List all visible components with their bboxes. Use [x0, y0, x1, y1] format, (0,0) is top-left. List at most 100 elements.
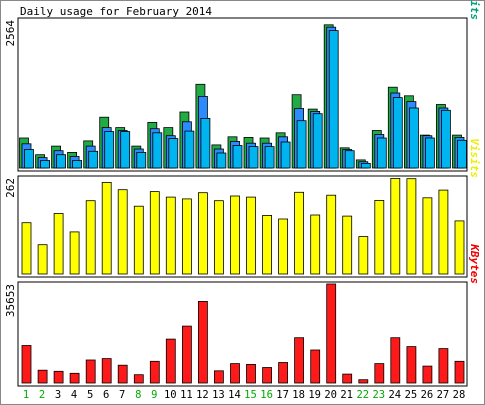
day-label-25: 25 [405, 389, 418, 401]
bar-visits-day-13 [213, 200, 224, 275]
legend-kbytes: KBytes [468, 243, 481, 284]
legend-item-hits: Hits [468, 0, 481, 20]
bar-kbytes-day-24 [390, 337, 401, 384]
bar-visits-day-12 [197, 192, 208, 275]
bar-pages-day-8 [136, 151, 147, 169]
bar-kbytes-day-12 [197, 300, 208, 384]
bar-pages-day-22 [360, 162, 371, 169]
day-label-13: 13 [212, 389, 225, 401]
day-label-8: 8 [135, 389, 141, 401]
series-visits [21, 177, 465, 275]
bar-visits-day-18 [294, 191, 305, 275]
day-label-22: 22 [356, 389, 369, 401]
bar-pages-day-4 [72, 160, 82, 169]
day-label-7: 7 [119, 389, 125, 401]
bar-kbytes-day-18 [294, 337, 305, 384]
day-label-18: 18 [292, 389, 305, 401]
bar-visits-day-16 [262, 214, 273, 275]
bar-kbytes-day-9 [149, 360, 160, 384]
bar-pages-day-2 [40, 160, 50, 169]
day-label-3: 3 [55, 389, 61, 401]
bar-kbytes-day-1 [21, 345, 32, 384]
day-label-17: 17 [276, 389, 289, 401]
bar-visits-day-2 [37, 244, 48, 275]
bar-visits-day-21 [342, 215, 353, 275]
bar-visits-day-1 [21, 222, 32, 275]
day-label-24: 24 [388, 389, 401, 401]
ymax-label-visits: 262 [4, 178, 17, 198]
day-label-4: 4 [71, 389, 77, 401]
bar-kbytes-day-25 [406, 346, 417, 384]
bar-visits-day-9 [149, 191, 160, 275]
bar-visits-day-4 [69, 231, 80, 275]
day-label-23: 23 [372, 389, 385, 401]
bar-kbytes-day-22 [358, 379, 369, 384]
day-label-26: 26 [421, 389, 434, 401]
bar-kbytes-day-26 [422, 365, 433, 384]
bar-kbytes-day-3 [53, 370, 64, 384]
day-label-12: 12 [196, 389, 209, 401]
bar-kbytes-day-17 [278, 362, 289, 384]
legend-item-visits: Visits [468, 138, 481, 178]
day-label-28: 28 [453, 389, 466, 401]
day-label-16: 16 [260, 389, 273, 401]
bar-pages-day-7 [120, 131, 131, 169]
legend-visits: Visits [468, 138, 481, 178]
ymax-label-kbytes: 35653 [4, 284, 17, 317]
bar-visits-day-28 [454, 220, 465, 275]
bar-kbytes-day-6 [101, 358, 112, 384]
bar-visits-day-27 [438, 189, 449, 275]
bar-pages-day-15 [248, 146, 259, 169]
chart-panels: 2564 Pages/Files/Hits 262 Visits 35653 KBytes [4, 0, 481, 387]
bar-kbytes-day-19 [310, 349, 321, 384]
bar-visits-day-14 [230, 195, 240, 275]
bar-visits-day-11 [181, 198, 192, 275]
day-label-15: 15 [244, 389, 257, 401]
bar-visits-day-8 [133, 205, 144, 275]
bar-pages-day-1 [24, 149, 34, 169]
day-label-2: 2 [39, 389, 45, 401]
bar-kbytes-day-2 [37, 369, 48, 384]
bar-kbytes-day-14 [230, 363, 240, 384]
bar-kbytes-day-15 [246, 363, 256, 384]
bar-visits-day-7 [117, 189, 128, 275]
bar-pages-day-6 [104, 131, 115, 169]
day-label-27: 27 [437, 389, 450, 401]
day-label-14: 14 [228, 389, 241, 401]
bar-kbytes-day-21 [342, 373, 353, 384]
day-label-19: 19 [308, 389, 321, 401]
bar-kbytes-day-28 [454, 360, 465, 384]
bar-pages-day-9 [152, 132, 163, 169]
bar-pages-day-25 [408, 107, 419, 169]
bar-kbytes-day-20 [326, 283, 337, 384]
bar-pages-day-27 [440, 109, 451, 169]
bar-kbytes-day-8 [133, 374, 144, 384]
bar-pages-day-13 [216, 152, 227, 169]
bar-kbytes-day-11 [181, 325, 192, 384]
legend-traffic: Pages/Files/Hits [468, 0, 481, 20]
bar-kbytes-day-4 [69, 372, 80, 384]
bar-kbytes-day-5 [85, 359, 96, 384]
bar-visits-day-23 [374, 199, 385, 275]
bar-pages-day-23 [376, 137, 387, 169]
day-label-6: 6 [103, 389, 109, 401]
panel-traffic: 2564 Pages/Files/Hits [4, 0, 481, 172]
bar-kbytes-day-10 [165, 338, 176, 384]
bar-visits-day-10 [165, 196, 176, 275]
bar-pages-day-17 [280, 141, 291, 169]
day-label-11: 11 [180, 389, 193, 401]
day-label-21: 21 [340, 389, 353, 401]
bar-visits-day-26 [422, 197, 433, 275]
bar-visits-day-22 [358, 236, 369, 275]
bar-pages-day-24 [392, 97, 403, 169]
chart-title: Daily usage for February 2014 [20, 5, 212, 18]
bar-pages-day-26 [424, 137, 435, 169]
bar-kbytes-day-27 [438, 348, 449, 384]
bar-pages-day-11 [184, 130, 195, 169]
day-label-9: 9 [151, 389, 157, 401]
bar-visits-day-15 [246, 196, 256, 275]
bar-pages-day-12 [200, 118, 211, 169]
bar-pages-day-5 [88, 150, 99, 169]
bar-kbytes-day-7 [117, 364, 128, 384]
